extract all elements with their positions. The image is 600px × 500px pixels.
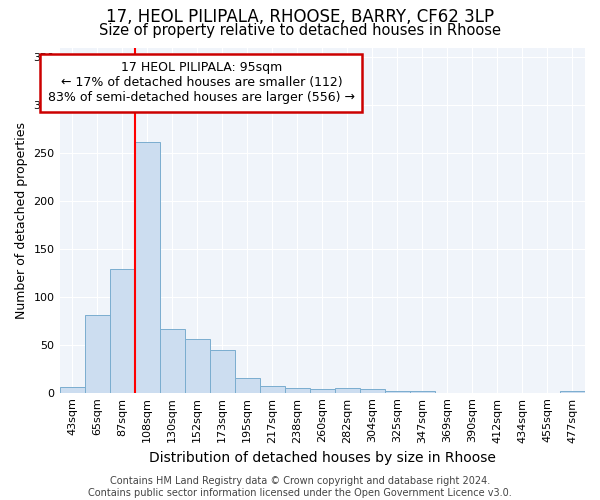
Bar	[235, 378, 260, 392]
Bar	[335, 388, 360, 392]
Bar	[160, 330, 185, 392]
Y-axis label: Number of detached properties: Number of detached properties	[15, 122, 28, 318]
Bar	[209, 350, 235, 393]
Bar	[134, 142, 160, 392]
Bar	[385, 391, 410, 392]
Bar	[410, 391, 435, 392]
Text: Contains HM Land Registry data © Crown copyright and database right 2024.
Contai: Contains HM Land Registry data © Crown c…	[88, 476, 512, 498]
X-axis label: Distribution of detached houses by size in Rhoose: Distribution of detached houses by size …	[149, 451, 496, 465]
Text: Size of property relative to detached houses in Rhoose: Size of property relative to detached ho…	[99, 22, 501, 38]
Text: 17 HEOL PILIPALA: 95sqm
← 17% of detached houses are smaller (112)
83% of semi-d: 17 HEOL PILIPALA: 95sqm ← 17% of detache…	[48, 62, 355, 104]
Bar	[110, 269, 134, 392]
Bar	[360, 389, 385, 392]
Bar	[560, 391, 585, 392]
Bar	[310, 389, 335, 392]
Bar	[285, 388, 310, 392]
Text: 17, HEOL PILIPALA, RHOOSE, BARRY, CF62 3LP: 17, HEOL PILIPALA, RHOOSE, BARRY, CF62 3…	[106, 8, 494, 26]
Bar	[85, 315, 110, 392]
Bar	[260, 386, 285, 392]
Bar	[185, 339, 209, 392]
Bar	[59, 387, 85, 392]
